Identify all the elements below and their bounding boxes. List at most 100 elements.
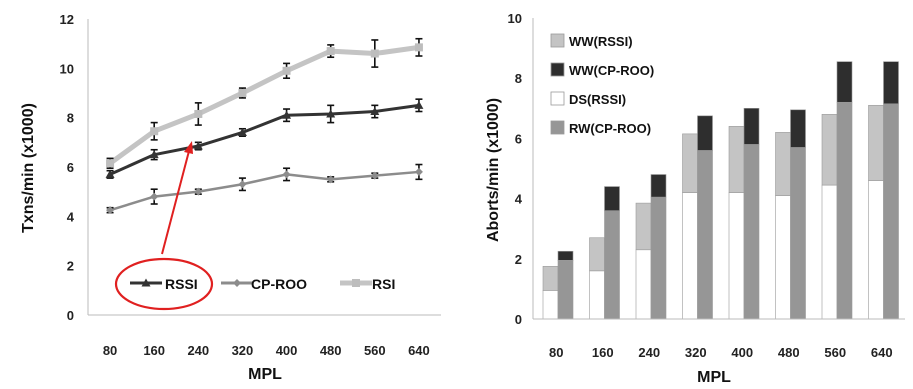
right-y-tick-label: 2 — [515, 252, 522, 267]
bar-rw-cp-roo — [604, 210, 620, 320]
left-x-tick-label: 160 — [143, 343, 165, 358]
legend-swatch — [550, 62, 565, 77]
bar-rw-cp-roo — [883, 103, 899, 320]
right-x-tick-label: 560 — [824, 345, 846, 360]
legend-item-rsi: RSI — [340, 276, 395, 292]
data-point — [414, 167, 423, 176]
left-x-tick-label: 400 — [276, 343, 298, 358]
legend-label: RSI — [372, 276, 395, 292]
right-y-tick-label: 0 — [515, 312, 522, 327]
legend-item-cp-roo: CP-ROO — [221, 276, 307, 292]
right-legend: WW(RSSI) WW(CP-ROO) DS(RSSI) RW(CP-ROO) — [550, 33, 654, 136]
left-legend: RSSI CP-ROO RSI — [130, 276, 395, 292]
left-x-axis-label: MPL — [248, 366, 282, 383]
legend-item-ww-rssi: WW(RSSI) — [550, 33, 633, 49]
left-x-tick-label: 480 — [320, 343, 342, 358]
bar-ww-cp-roo — [604, 186, 620, 211]
bar-rw-cp-roo — [650, 196, 667, 320]
right-y-axis-label: Aborts/min (x1000) — [485, 98, 502, 242]
bar-ww-cp-roo — [836, 61, 853, 103]
left-x-tick-label: 320 — [232, 343, 254, 358]
annotation-ellipse — [114, 257, 214, 311]
left-y-tick-label: 8 — [67, 111, 74, 126]
bar-ds-rssi — [868, 180, 884, 320]
legend-label: WW(RSSI) — [569, 34, 633, 49]
bar-rw-cp-roo — [743, 144, 760, 320]
bar-rw-cp-roo — [790, 147, 806, 320]
right-x-tick-label: 160 — [592, 345, 614, 360]
left-x-tick-label: 640 — [408, 343, 430, 358]
series-rsi — [106, 37, 423, 170]
series-line-rsi — [108, 44, 420, 166]
data-point — [370, 49, 379, 58]
data-point — [282, 170, 291, 179]
bar-ww-cp-roo — [743, 108, 760, 145]
left-x-tick-label: 560 — [364, 343, 386, 358]
line-chart-txns: Txns/min (x1000) MPL 0 2 4 6 8 10 12 80 160 240 3… — [20, 12, 441, 383]
data-point — [194, 109, 203, 118]
bar-rw-cp-roo — [557, 260, 574, 320]
right-y-tick-label: 10 — [508, 11, 522, 26]
bar-ww-rssi — [775, 132, 791, 196]
bar-ww-rssi — [682, 133, 698, 193]
left-y-tick-label: 0 — [67, 308, 74, 323]
bar-ww-cp-roo — [557, 250, 574, 261]
right-y-tick-label: 6 — [515, 131, 522, 146]
bar-ww-cp-roo — [883, 61, 899, 105]
data-point — [326, 47, 335, 56]
left-x-tick-label: 80 — [103, 343, 117, 358]
data-point — [149, 150, 159, 159]
bar-ds-rssi — [821, 184, 838, 320]
left-y-tick-label: 6 — [67, 160, 74, 175]
legend-label: RW(CP-ROO) — [569, 121, 651, 136]
legend-label: WW(CP-ROO) — [569, 63, 654, 78]
legend-item-rw-cp-roo: RW(CP-ROO) — [550, 120, 651, 136]
left-y-axis-label: Txns/min (x1000) — [20, 103, 37, 233]
legend-marker — [233, 279, 241, 287]
bar-ww-cp-roo — [697, 115, 713, 151]
legend-item-ww-cp-roo: WW(CP-ROO) — [550, 62, 654, 78]
legend-item-ds-rssi: DS(RSSI) — [550, 91, 626, 107]
bar-rw-cp-roo — [836, 101, 853, 320]
data-point — [150, 127, 159, 136]
left-y-tick-label: 10 — [60, 61, 74, 76]
data-point — [194, 187, 203, 196]
right-x-axis-label: MPL — [697, 369, 731, 386]
bar-ww-rssi — [635, 202, 652, 251]
right-x-tick-label: 400 — [731, 345, 753, 360]
right-x-tick-label: 80 — [549, 345, 563, 360]
data-point — [238, 180, 247, 189]
data-point — [106, 159, 115, 168]
right-x-tick-label: 320 — [685, 345, 707, 360]
series-rssi — [105, 98, 424, 179]
bar-ds-rssi — [635, 249, 652, 320]
bar-ds-rssi — [775, 195, 791, 320]
bar-ds-rssi — [682, 192, 698, 320]
right-y-tick-label: 4 — [515, 192, 523, 207]
left-x-tick-label: 240 — [187, 343, 209, 358]
data-point — [326, 109, 336, 118]
data-point — [282, 110, 292, 119]
data-point — [193, 141, 203, 150]
data-point — [282, 66, 291, 75]
legend-label: RSSI — [165, 276, 198, 292]
left-y-tick-label: 2 — [67, 259, 74, 274]
bar-ww-cp-roo — [790, 109, 806, 148]
data-point — [370, 107, 380, 115]
series-cp-roo — [106, 163, 423, 215]
series-line-cp-roo — [109, 170, 420, 212]
right-x-tick-label: 640 — [871, 345, 893, 360]
bar-rw-cp-roo — [697, 150, 713, 320]
legend-marker — [141, 278, 151, 287]
annotation-arrow — [161, 141, 193, 255]
bar-ww-rssi — [589, 237, 605, 272]
legend-label: DS(RSSI) — [569, 92, 626, 107]
left-y-tick-label: 12 — [60, 12, 74, 27]
data-point — [370, 171, 379, 180]
legend-marker — [352, 279, 360, 287]
data-point — [414, 43, 423, 52]
bar-ww-rssi — [868, 104, 884, 181]
data-point — [237, 127, 247, 136]
right-x-tick-label: 240 — [638, 345, 660, 360]
